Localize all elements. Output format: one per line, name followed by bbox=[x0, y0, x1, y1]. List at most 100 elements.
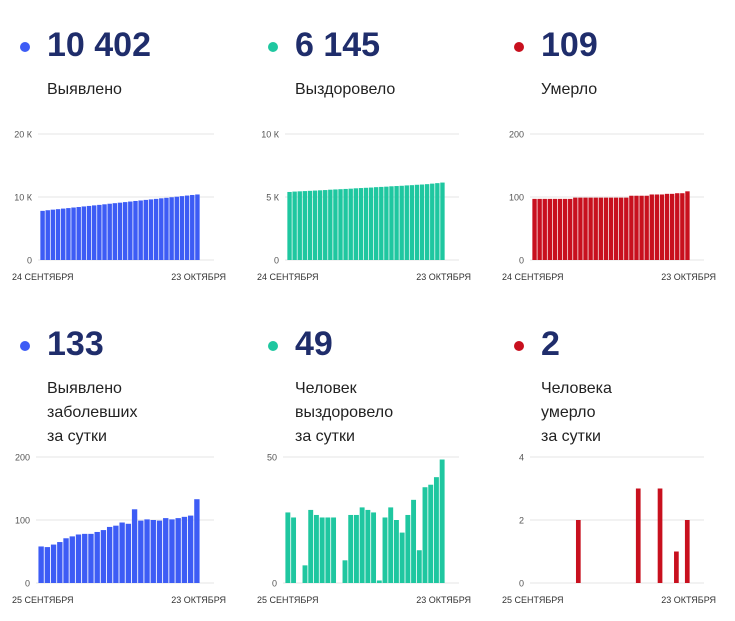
detected-daily-bar bbox=[125, 523, 132, 583]
detected-total-bar bbox=[169, 197, 174, 260]
deaths-total-bar bbox=[644, 195, 649, 260]
deaths-total-bar bbox=[542, 198, 547, 260]
recovered-daily-bar bbox=[382, 517, 388, 583]
deaths-total-bar bbox=[537, 198, 542, 260]
recovered-total-bar bbox=[394, 186, 399, 260]
detected-total-value: 10 402 bbox=[47, 26, 151, 64]
recovered-total-bar bbox=[384, 186, 389, 260]
recovered-total-bar bbox=[440, 182, 445, 260]
detected-daily-bar bbox=[131, 509, 138, 583]
detected-total-bar bbox=[122, 202, 128, 260]
y-tick-label: 5 К bbox=[266, 193, 280, 203]
deaths-total-bar bbox=[639, 195, 644, 260]
detected-daily-bar bbox=[57, 542, 63, 583]
detected-daily-bar bbox=[88, 533, 94, 583]
detected-total-bar bbox=[55, 209, 61, 260]
x-end-label: 23 ОКТЯБРЯ bbox=[416, 272, 471, 282]
detected-total-bar bbox=[86, 205, 92, 260]
detected-daily-bar bbox=[63, 538, 69, 583]
detected-total-bar bbox=[45, 210, 50, 260]
x-end-label: 23 ОКТЯБРЯ bbox=[171, 595, 226, 605]
deaths-daily-bar bbox=[575, 520, 581, 583]
recovered-total-bar bbox=[292, 191, 297, 260]
y-tick-label: 0 bbox=[27, 256, 32, 266]
recovered-daily-bar bbox=[422, 487, 428, 583]
recovered-total-bar bbox=[297, 191, 302, 260]
y-tick-label: 200 bbox=[15, 453, 30, 463]
recovered-total-bar bbox=[414, 184, 420, 260]
y-tick-label: 200 bbox=[509, 130, 524, 140]
x-start-label: 25 СЕНТЯБРЯ bbox=[502, 595, 564, 605]
detected-total-bar bbox=[40, 210, 45, 260]
y-tick-label: 10 К bbox=[261, 130, 280, 140]
recovered-total-bar bbox=[328, 189, 333, 260]
detected-total-bar bbox=[76, 207, 81, 260]
detected-total-bar bbox=[148, 199, 154, 260]
detected-daily-bar bbox=[50, 544, 57, 583]
chart-detected-total: 0 10 К 20 К 24 СЕНТЯБРЯ 23 ОКТЯБРЯ bbox=[12, 130, 226, 283]
recovered-daily-bar bbox=[331, 517, 337, 583]
detected-daily-bar bbox=[187, 515, 194, 583]
y-tick-label: 0 bbox=[274, 256, 279, 266]
detected-total-bar bbox=[107, 203, 112, 260]
recovered-total-bar bbox=[353, 188, 358, 260]
legend-dot bbox=[514, 42, 524, 52]
chart-recovered-daily: 0 50 25 СЕНТЯБРЯ 23 ОКТЯБРЯ bbox=[257, 453, 471, 606]
recovered-total-bar bbox=[312, 190, 318, 260]
deaths-total-bar bbox=[578, 197, 583, 260]
recovered-total-bar bbox=[358, 188, 364, 260]
detected-total-bar bbox=[179, 196, 185, 260]
recovered-daily-bar bbox=[353, 514, 359, 583]
detected-total-bar bbox=[143, 199, 149, 260]
detected-total-bar bbox=[71, 207, 76, 260]
deaths-daily-bar bbox=[674, 551, 679, 583]
deaths-total-bar bbox=[685, 191, 690, 260]
recovered-total-bar bbox=[368, 187, 374, 260]
y-tick-label: 20 К bbox=[14, 130, 33, 140]
recovered-total-bar bbox=[435, 183, 440, 260]
recovered-total-label: Выздоровело bbox=[295, 81, 396, 98]
x-start-label: 24 СЕНТЯБРЯ bbox=[257, 272, 319, 282]
recovered-daily-bar bbox=[428, 484, 434, 583]
deaths-total-bar bbox=[649, 194, 654, 260]
x-start-label: 25 СЕНТЯБРЯ bbox=[12, 595, 74, 605]
deaths-total-bar bbox=[619, 197, 624, 260]
recovered-daily-bar bbox=[319, 517, 325, 583]
recovered-daily-bar bbox=[388, 507, 394, 583]
detected-daily-bar bbox=[156, 520, 163, 583]
deaths-daily-bar bbox=[657, 488, 663, 583]
y-tick-label: 10 К bbox=[14, 193, 33, 203]
detected-daily-bar bbox=[163, 518, 169, 583]
legend-dot bbox=[514, 341, 524, 351]
detected-daily-bar bbox=[119, 522, 125, 583]
chart-detected-daily: 0 100 200 25 СЕНТЯБРЯ 23 ОКТЯБРЯ bbox=[12, 453, 226, 606]
detected-daily-value: 133 bbox=[47, 325, 104, 363]
x-end-label: 23 ОКТЯБРЯ bbox=[661, 595, 716, 605]
deaths-total-bar bbox=[532, 198, 537, 260]
detected-daily-bar bbox=[38, 546, 44, 583]
recovered-total-bar bbox=[348, 188, 353, 260]
detected-daily-bar bbox=[75, 534, 82, 583]
detected-daily-bar bbox=[138, 520, 144, 583]
detected-total-bar bbox=[128, 201, 133, 260]
recovered-daily-bar bbox=[376, 580, 382, 583]
x-end-label: 23 ОКТЯБРЯ bbox=[171, 272, 226, 282]
x-start-label: 25 СЕНТЯБРЯ bbox=[257, 595, 319, 605]
recovered-total-bar bbox=[374, 187, 379, 260]
recovered-total-bar bbox=[333, 189, 338, 260]
recovered-daily-bar bbox=[359, 507, 365, 583]
recovered-total-bar bbox=[302, 191, 308, 260]
recovered-daily-bar bbox=[342, 560, 348, 583]
detected-daily-bar bbox=[82, 533, 88, 583]
deaths-total-bar bbox=[634, 195, 639, 260]
recovered-daily-bar bbox=[308, 509, 314, 583]
recovered-total-bar bbox=[419, 184, 425, 260]
deaths-total-value: 109 bbox=[541, 26, 598, 64]
recovered-daily-bar bbox=[365, 509, 371, 583]
recovered-daily-bar bbox=[285, 512, 291, 583]
detected-total-bar bbox=[133, 200, 138, 260]
y-tick-label: 100 bbox=[509, 193, 524, 203]
recovered-total-bar bbox=[389, 186, 394, 260]
deaths-total-bar bbox=[573, 197, 578, 260]
detected-total-bar bbox=[153, 198, 159, 260]
